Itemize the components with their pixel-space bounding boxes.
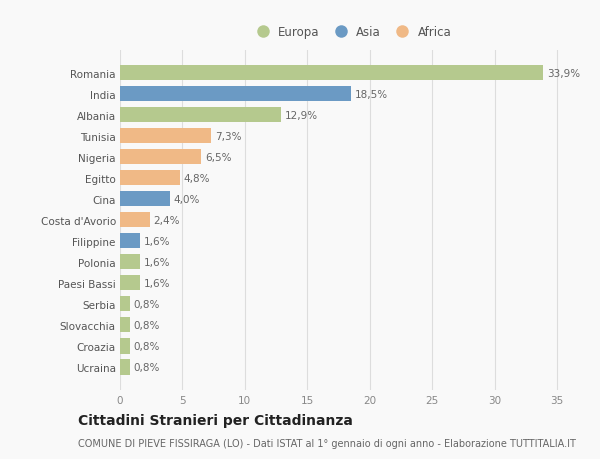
Bar [120,129,211,144]
Bar [120,276,140,291]
Bar [120,66,543,81]
Bar [120,339,130,354]
Text: COMUNE DI PIEVE FISSIRAGA (LO) - Dati ISTAT al 1° gennaio di ogni anno - Elabora: COMUNE DI PIEVE FISSIRAGA (LO) - Dati IS… [78,438,576,448]
Text: 0,8%: 0,8% [134,362,160,372]
Legend: Europa, Asia, Africa: Europa, Asia, Africa [247,22,455,42]
Bar [120,192,170,207]
Text: 6,5%: 6,5% [205,152,232,162]
Bar [120,87,351,102]
Bar [120,359,130,375]
Text: 4,0%: 4,0% [173,194,200,204]
Text: 0,8%: 0,8% [134,341,160,351]
Bar [120,234,140,249]
Text: 1,6%: 1,6% [144,236,170,246]
Bar [120,171,180,186]
Bar [120,318,130,333]
Bar [120,213,150,228]
Text: 12,9%: 12,9% [285,111,318,120]
Bar [120,297,130,312]
Text: 1,6%: 1,6% [144,257,170,267]
Text: 33,9%: 33,9% [547,68,580,78]
Text: Cittadini Stranieri per Cittadinanza: Cittadini Stranieri per Cittadinanza [78,414,353,428]
Text: 7,3%: 7,3% [215,131,241,141]
Text: 4,8%: 4,8% [184,174,210,183]
Bar [120,108,281,123]
Text: 1,6%: 1,6% [144,278,170,288]
Bar [120,150,201,165]
Text: 18,5%: 18,5% [355,90,388,100]
Bar [120,255,140,270]
Text: 0,8%: 0,8% [134,320,160,330]
Text: 2,4%: 2,4% [154,215,180,225]
Text: 0,8%: 0,8% [134,299,160,309]
